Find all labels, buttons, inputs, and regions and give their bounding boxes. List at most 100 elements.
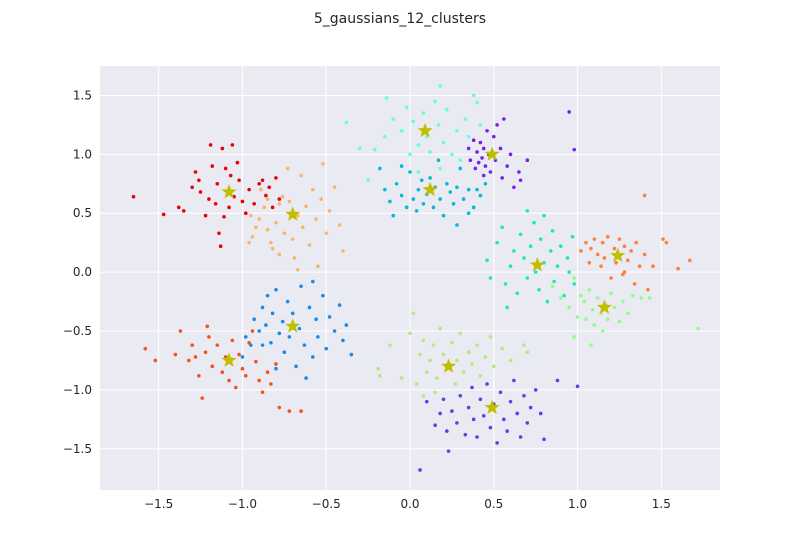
data-point (399, 193, 404, 198)
data-point (237, 178, 241, 183)
data-point (383, 187, 387, 192)
data-point (207, 197, 211, 201)
data-point (428, 176, 432, 180)
data-point (280, 319, 285, 324)
data-point (614, 260, 618, 265)
data-point (461, 197, 466, 201)
data-point (584, 317, 588, 322)
data-point (344, 120, 349, 125)
data-point (515, 411, 520, 416)
data-point (567, 305, 571, 310)
data-point (252, 317, 256, 322)
data-point (528, 244, 533, 248)
data-point (508, 264, 513, 269)
data-point (416, 170, 421, 174)
data-point (438, 166, 442, 171)
data-point (458, 393, 463, 398)
data-point (292, 256, 297, 260)
data-point (528, 405, 533, 410)
data-point (411, 311, 416, 316)
data-point (590, 308, 595, 312)
chart-title: 5_gaussians_12_clusters (314, 11, 486, 27)
data-point (688, 258, 692, 263)
data-point (475, 187, 479, 192)
data-point (197, 178, 201, 183)
data-point (173, 352, 178, 357)
data-point (181, 209, 186, 213)
data-point (466, 187, 471, 192)
data-point (341, 338, 345, 343)
data-point (478, 140, 483, 145)
data-point (488, 276, 493, 280)
data-point (277, 331, 282, 336)
data-point (600, 240, 605, 245)
y-tick-label: −1.5 (63, 442, 92, 456)
data-point (481, 146, 486, 151)
data-point (424, 399, 429, 404)
data-point (287, 199, 292, 204)
data-point (250, 329, 255, 333)
data-point (622, 270, 627, 274)
data-point (277, 405, 282, 410)
data-point (475, 343, 479, 347)
data-point (205, 324, 210, 329)
data-point (247, 340, 251, 345)
data-point (445, 107, 449, 112)
data-point (311, 187, 315, 192)
data-point (257, 217, 261, 221)
data-point (321, 293, 325, 298)
cluster-center-star (440, 358, 457, 373)
data-point (458, 331, 463, 336)
data-point (525, 421, 530, 425)
data-point (466, 134, 471, 139)
data-point (567, 110, 571, 114)
data-point (435, 376, 439, 380)
data-point (522, 343, 526, 347)
data-point (399, 128, 404, 133)
data-point (264, 323, 268, 327)
data-point (260, 390, 265, 395)
data-point (468, 158, 473, 163)
data-point (274, 287, 278, 292)
data-point (265, 227, 270, 232)
data-point (240, 199, 245, 204)
data-point (270, 311, 275, 316)
data-point (495, 441, 499, 445)
data-point (294, 364, 298, 369)
data-point (290, 237, 295, 241)
data-point (287, 335, 292, 339)
data-point (550, 284, 555, 289)
data-point (302, 343, 307, 347)
data-point (508, 399, 513, 404)
data-point (391, 117, 396, 121)
data-point (498, 146, 503, 151)
data-point (190, 343, 194, 347)
data-point (632, 282, 637, 286)
data-point (227, 378, 231, 383)
cluster-centers (221, 122, 626, 415)
data-point (466, 211, 471, 216)
data-point (463, 117, 468, 121)
data-point (198, 190, 203, 194)
data-point (327, 209, 332, 213)
data-point (466, 405, 471, 410)
data-point (187, 358, 191, 363)
data-point (131, 194, 136, 199)
data-point (438, 197, 442, 201)
data-point (233, 385, 238, 390)
data-point (503, 282, 508, 286)
data-point (267, 185, 272, 190)
data-point (300, 225, 305, 230)
data-point (555, 264, 560, 269)
data-point (550, 229, 555, 233)
data-point (605, 234, 610, 239)
y-tick-label: −1.0 (63, 383, 92, 397)
data-point (478, 123, 483, 127)
cluster-center-star (529, 257, 545, 272)
data-point (436, 123, 441, 127)
data-point (542, 437, 546, 442)
data-point (223, 166, 228, 171)
data-point (419, 178, 424, 183)
data-point (416, 187, 421, 192)
data-point (243, 211, 248, 216)
